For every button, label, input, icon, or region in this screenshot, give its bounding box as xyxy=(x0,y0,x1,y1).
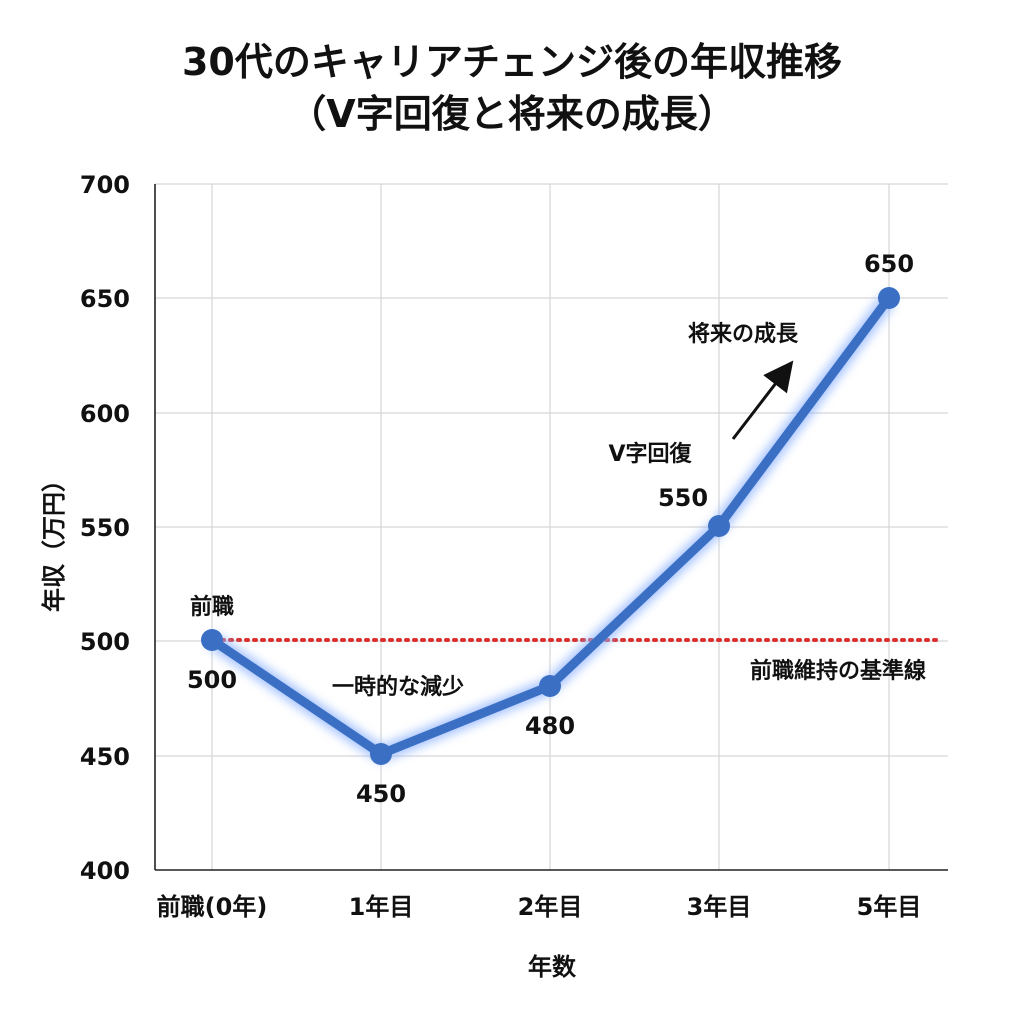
data-point[interactable] xyxy=(878,287,900,309)
data-label: 480 xyxy=(525,712,575,740)
chart-title: 30代のキャリアチェンジ後の年収推移 （V字回復と将来の成長） xyxy=(0,36,1024,140)
grid xyxy=(155,183,948,870)
x-axis-label: 年数 xyxy=(528,953,577,981)
x-tick: 5年目 xyxy=(857,893,922,921)
data-point[interactable] xyxy=(201,629,223,651)
y-tick: 450 xyxy=(80,743,130,771)
y-axis-ticks: 700 650 600 550 500 450 400 xyxy=(80,171,130,885)
y-tick: 600 xyxy=(80,400,130,428)
arrow-up-right-icon xyxy=(731,360,794,440)
y-tick: 400 xyxy=(80,857,130,885)
y-tick: 700 xyxy=(80,171,130,199)
data-label: 450 xyxy=(356,780,406,808)
y-tick: 650 xyxy=(80,285,130,313)
axes xyxy=(154,184,948,871)
annotation-previous-job: 前職 xyxy=(190,594,234,620)
data-label: 650 xyxy=(864,250,914,278)
x-tick: 前職(0年) xyxy=(157,893,268,921)
annotation-temporary-decrease: 一時的な減少 xyxy=(332,674,464,700)
y-axis-label: 年収（万円） xyxy=(40,468,68,612)
data-label: 550 xyxy=(658,484,708,512)
annotation-v-recovery: V字回復 xyxy=(608,441,692,467)
data-point[interactable] xyxy=(370,743,392,765)
data-label: 500 xyxy=(187,666,237,694)
data-point[interactable] xyxy=(708,515,730,537)
x-axis-ticks: 前職(0年) 1年目 2年目 3年目 5年目 xyxy=(157,893,922,921)
y-tick: 550 xyxy=(80,514,130,542)
data-points xyxy=(201,287,900,765)
x-tick: 3年目 xyxy=(687,893,752,921)
x-tick: 2年目 xyxy=(518,893,583,921)
y-tick: 500 xyxy=(80,628,130,656)
reference-line-label: 前職維持の基準線 xyxy=(750,658,926,684)
x-tick: 1年目 xyxy=(349,893,414,921)
data-labels: 500 450 480 550 650 xyxy=(187,250,914,808)
chart-title-line1: 30代のキャリアチェンジ後の年収推移 xyxy=(181,40,843,84)
chart-title-line2: （V字回復と将来の成長） xyxy=(288,92,736,136)
data-point[interactable] xyxy=(539,675,561,697)
annotation-future-growth: 将来の成長 xyxy=(688,321,799,347)
